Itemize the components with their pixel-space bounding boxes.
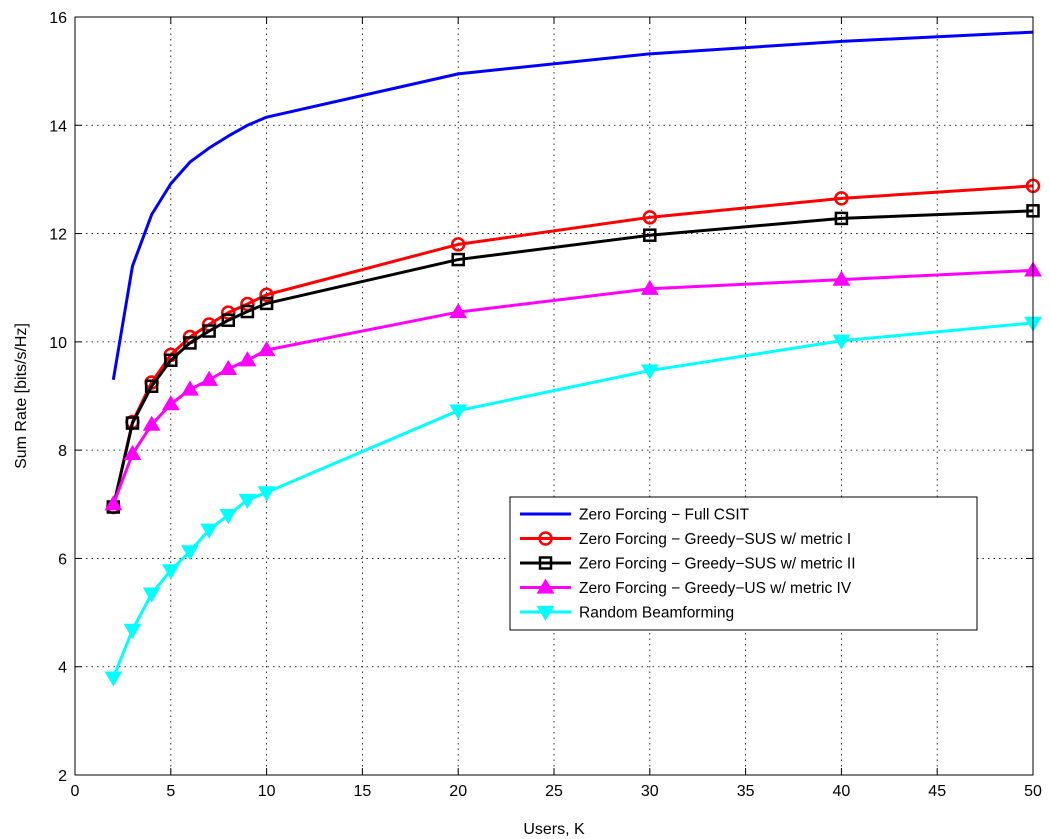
- data-point: [449, 404, 468, 420]
- data-point: [640, 279, 659, 295]
- data-point: [834, 191, 849, 206]
- x-tick-label: 35: [737, 783, 755, 800]
- data-point: [219, 509, 238, 525]
- data-point: [181, 545, 199, 561]
- data-point: [451, 252, 465, 267]
- data-point: [257, 340, 276, 357]
- data-point: [161, 395, 180, 411]
- legend-swatch-marker: [538, 556, 553, 570]
- data-point: [221, 313, 236, 327]
- series-line: [111, 209, 1034, 508]
- x-tick-label: 45: [928, 783, 946, 800]
- legend-label: Zero Forcing − Greedy−US w/ metric IV: [579, 580, 852, 597]
- y-tick-label: 10: [49, 335, 67, 352]
- y-tick-label: 4: [58, 660, 67, 677]
- data-point: [832, 270, 851, 286]
- legend-label: Zero Forcing − Greedy−SUS w/ metric I: [579, 531, 851, 548]
- data-point: [642, 210, 658, 225]
- legend-label: Zero Forcing − Greedy−SUS w/ metric II: [579, 556, 856, 573]
- data-point: [104, 671, 123, 687]
- data-point: [142, 587, 161, 603]
- data-point: [200, 523, 218, 539]
- data-point: [238, 351, 257, 367]
- x-tick-label: 50: [1024, 783, 1042, 800]
- data-point: [238, 493, 257, 509]
- data-point: [450, 237, 466, 252]
- axis-ticks: 0 5 10 15 20 25 30 35 40 45 50 2 4 6 8 10 12 14 16: [49, 10, 1042, 800]
- legend-item: Random Beamforming: [520, 605, 734, 622]
- data-point: [161, 564, 180, 580]
- x-tick-label: 15: [354, 783, 372, 800]
- data-point: [125, 416, 140, 430]
- legend-swatch-marker: [536, 578, 555, 594]
- y-tick-label: 16: [49, 10, 67, 27]
- data-point: [259, 287, 274, 303]
- data-point: [257, 486, 276, 502]
- y-axis-label: Sum Rate [bits/s/Hz]: [13, 323, 30, 469]
- data-point: [200, 370, 218, 386]
- data-point: [640, 364, 659, 380]
- data-point: [259, 296, 274, 311]
- x-tick-label: 20: [449, 783, 467, 800]
- data-point: [832, 334, 851, 350]
- x-tick-label: 10: [258, 783, 276, 800]
- series-1: [111, 30, 1034, 381]
- series-5: [104, 316, 1042, 687]
- legend-swatch-marker: [538, 531, 553, 546]
- series-line: [111, 184, 1034, 508]
- legend-item: Zero Forcing − Full CSIT: [520, 507, 750, 524]
- x-tick-label: 25: [545, 783, 563, 800]
- legend-swatch-marker: [536, 605, 555, 621]
- x-tick-label: 0: [71, 783, 80, 800]
- data-point: [181, 380, 199, 396]
- legend-item: Zero Forcing − Greedy−US w/ metric IV: [520, 578, 852, 597]
- legend-item: Zero Forcing − Greedy−SUS w/ metric I: [520, 531, 851, 548]
- y-tick-label: 8: [58, 443, 67, 460]
- series-4: [104, 261, 1042, 511]
- series-line: [111, 30, 1034, 381]
- data-point: [202, 324, 216, 338]
- legend-item: Zero Forcing − Greedy−SUS w/ metric II: [520, 556, 856, 573]
- data-point: [142, 415, 161, 431]
- legend-label: Random Beamforming: [579, 605, 734, 622]
- x-tick-label: 40: [833, 783, 851, 800]
- data-point: [144, 379, 159, 394]
- y-tick-label: 6: [58, 551, 67, 568]
- series-layer: [104, 30, 1042, 687]
- data-point: [164, 353, 178, 368]
- legend-box: [509, 496, 978, 631]
- y-tick-label: 12: [49, 227, 67, 244]
- data-point: [104, 495, 123, 511]
- data-point: [240, 304, 255, 319]
- data-point: [834, 211, 849, 226]
- data-point: [449, 303, 468, 319]
- data-point: [643, 228, 657, 242]
- data-point: [183, 336, 197, 350]
- x-axis-label: Users, K: [523, 821, 585, 838]
- data-point: [123, 444, 142, 461]
- legend: Zero Forcing − Full CSIT Zero Forcing − G…: [509, 496, 978, 631]
- y-tick-label: 2: [58, 768, 67, 785]
- x-tick-label: 30: [641, 783, 659, 800]
- y-tick-label: 14: [49, 118, 67, 135]
- x-tick-label: 5: [166, 783, 175, 800]
- data-point: [123, 623, 142, 639]
- legend-label: Zero Forcing − Full CSIT: [579, 507, 750, 524]
- data-point: [219, 359, 238, 376]
